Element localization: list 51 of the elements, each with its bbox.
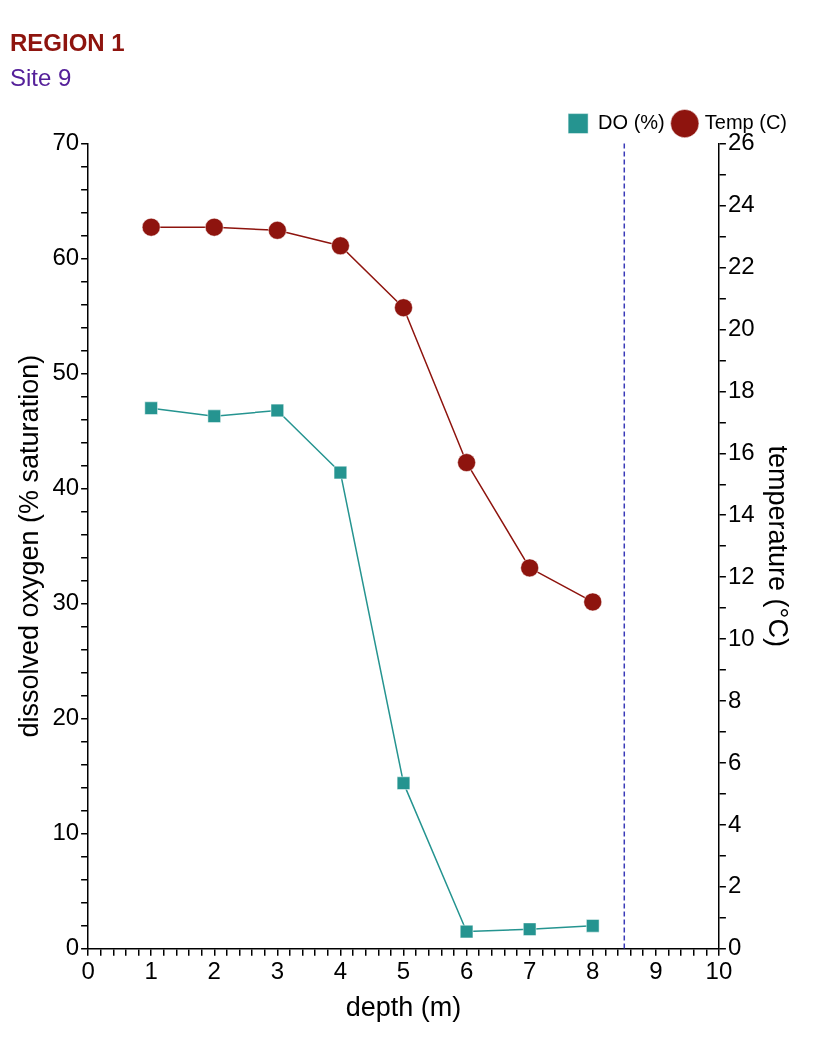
y2-tick-label: 24 [727, 190, 755, 218]
point [268, 221, 287, 240]
point [396, 776, 411, 790]
y2-tick-label: 20 [727, 314, 755, 342]
x-tick-label: 1 [144, 956, 158, 984]
y-tick-label: 50 [52, 358, 80, 386]
point [459, 924, 474, 939]
x-tick-label: 4 [333, 956, 348, 984]
point [520, 558, 539, 578]
y2-tick-label: 2 [727, 871, 742, 899]
y2-axis-title: temperature (°C) [763, 445, 794, 647]
x-axis-title: depth (m) [345, 992, 462, 1023]
x-tick-label: 8 [586, 956, 600, 984]
point [207, 409, 221, 423]
x-tick-label: 7 [522, 956, 537, 984]
y-tick-label: 70 [52, 128, 80, 156]
point [331, 236, 350, 256]
point [586, 919, 600, 933]
point [270, 403, 284, 418]
y2-tick-label: 4 [727, 809, 742, 837]
y-tick-label: 20 [52, 703, 80, 731]
y-tick-label: 60 [52, 243, 80, 271]
y-tick-label: 30 [52, 588, 80, 616]
point [583, 592, 602, 612]
x-tick-label: 2 [207, 956, 221, 984]
y2-tick-label: 8 [727, 685, 742, 713]
y2-tick-label: 16 [727, 437, 755, 465]
x-tick-label: 6 [459, 956, 474, 984]
chart-title: REGION 1 [10, 29, 125, 57]
x-tick-label: 5 [396, 956, 411, 984]
y-tick-label: 10 [52, 818, 80, 846]
point [144, 401, 158, 415]
y2-tick-label: 6 [727, 747, 742, 775]
point [141, 217, 161, 237]
y2-tick-label: 18 [727, 375, 755, 403]
x-tick-label: 3 [270, 956, 285, 984]
point [523, 922, 537, 936]
y2-tick-label: 12 [727, 561, 755, 589]
y-axis-title: dissolved oxygen (% saturation) [13, 354, 44, 738]
point [394, 298, 413, 317]
point [333, 465, 348, 480]
y2-tick-label: 10 [727, 623, 755, 651]
legend-label: DO (%) [598, 111, 665, 134]
x-tick-label: 9 [649, 956, 663, 984]
point [205, 217, 224, 237]
chart-subtitle: Site 9 [10, 63, 72, 91]
y2-tick-label: 22 [727, 252, 755, 280]
point [457, 453, 476, 472]
y-tick-label: 0 [65, 933, 80, 961]
y-tick-label: 40 [52, 473, 80, 501]
y2-tick-label: 14 [727, 499, 755, 527]
